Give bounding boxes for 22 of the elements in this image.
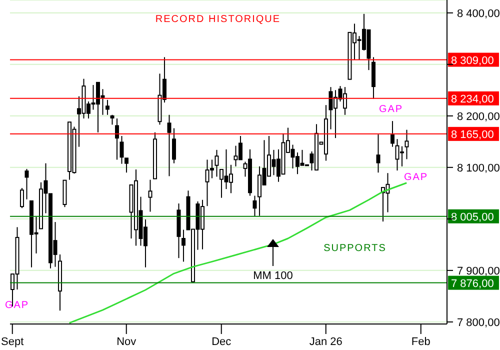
y-tick-label: 7 900,00 <box>457 265 500 278</box>
y-tick-label: 8 400,00 <box>457 8 500 20</box>
y-tick-label: 8 200,00 <box>457 110 500 123</box>
annotation: SUPPORTS <box>324 243 386 254</box>
annotation: GAP <box>4 300 30 311</box>
x-tick-label: Jan 26 <box>309 336 342 348</box>
ref-line-label: 7 876,00 <box>451 278 494 290</box>
legend-label: MM 100 <box>253 270 293 282</box>
y-tick-label: 8 100,00 <box>457 162 500 174</box>
x-tick-label: Dec <box>212 336 232 348</box>
x-tick-label: Feb <box>411 336 430 348</box>
annotation: GAP <box>404 172 428 183</box>
ref-line-label: 8 005,00 <box>451 211 494 224</box>
line-series <box>68 182 408 324</box>
x-tick-label: Sept <box>1 336 24 348</box>
y-tick-label: 7 800,00 <box>457 316 500 329</box>
x-tick-label: Nov <box>116 336 137 348</box>
ref-line-label: 8 165,00 <box>451 128 494 141</box>
ref-line-label: 8 234,00 <box>451 93 494 106</box>
annotation: GAP <box>378 104 404 115</box>
annotation: RECORD HISTORIQUE <box>155 14 281 25</box>
ref-line-label: 8 309,00 <box>451 54 494 67</box>
